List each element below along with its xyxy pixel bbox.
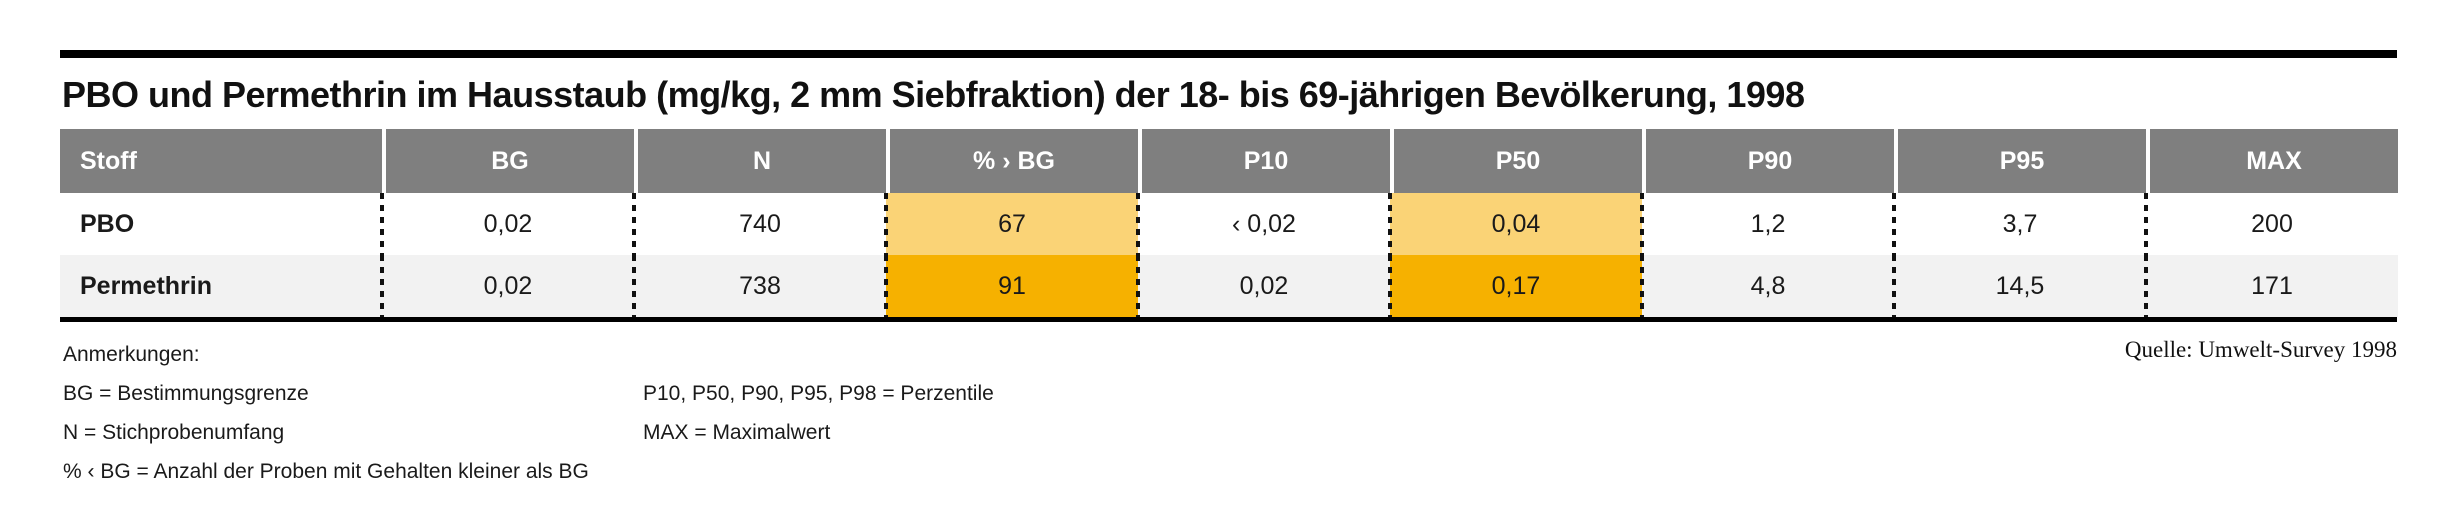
col-header-p90: P90 [1642,129,1894,194]
cell-permethrin-pct-bg: 91 [884,255,1138,318]
table-row-permethrin: Permethrin 0,02 738 91 0,02 0,17 4,8 14,… [60,255,2398,318]
cell-pbo-max: 200 [2144,193,2398,256]
cell-pbo-p95: 3,7 [1892,193,2146,256]
source-note: Quelle: Umwelt-Survey 1998 [2124,337,2397,363]
notes-section: Anmerkungen: BG = Bestimmungsgrenze N = … [60,335,2397,510]
note-n-definition: N = Stichprobenumfang [63,421,285,445]
col-header-p50: P50 [1390,129,1642,194]
col-header-n: N [634,129,886,194]
cell-pbo-p50: 0,04 [1388,193,1642,256]
note-max-definition: MAX = Maximalwert [643,421,831,445]
col-header-p95: P95 [1894,129,2146,194]
col-header-bg: BG [382,129,634,194]
note-pct-definition: % ‹ BG = Anzahl der Proben mit Gehalten … [63,460,589,484]
cell-permethrin-n: 738 [632,255,886,318]
cell-pbo-pct-bg: 67 [884,193,1138,256]
cell-permethrin-p90: 4,8 [1640,255,1894,318]
col-header-max: MAX [2146,129,2398,194]
statistics-table: Stoff BG N % › BG P10 P50 P90 P95 MAX PB… [60,129,2398,318]
cell-permethrin-stoff: Permethrin [60,255,382,318]
col-header-p10: P10 [1138,129,1390,194]
notes-middle-column: P10, P50, P90, P95, P98 = Perzentile MAX… [643,374,994,452]
figure-title: PBO und Permethrin im Hausstaub (mg/kg, … [62,74,1805,115]
notes-heading: Anmerkungen: [63,343,200,367]
col-header-pct-bg: % › BG [886,129,1138,194]
notes-left-column: Anmerkungen: BG = Bestimmungsgrenze N = … [63,335,589,491]
cell-pbo-stoff: PBO [80,209,135,238]
cell-pbo-n: 740 [632,193,886,256]
bottom-rule [60,317,2397,323]
note-bg-definition: BG = Bestimmungsgrenze [63,382,309,406]
table-row-pbo: PBO 0,02 740 67 ‹ 0,02 0,04 1,2 3,7 200 [60,193,2398,256]
cell-permethrin-p10: 0,02 [1136,255,1390,318]
note-percentiles-definition: P10, P50, P90, P95, P98 = Perzentile [643,382,994,406]
cell-permethrin-max: 171 [2144,255,2398,318]
cell-permethrin-p50: 0,17 [1388,255,1642,318]
cell-permethrin-p95: 14,5 [1892,255,2146,318]
cell-pbo-p90: 1,2 [1640,193,1894,256]
cell-pbo-p10: ‹ 0,02 [1136,193,1390,256]
cell-pbo-bg: 0,02 [380,193,634,256]
top-rule [60,50,2397,58]
col-header-stoff: Stoff [60,129,382,194]
cell-permethrin-bg: 0,02 [380,255,634,318]
header-row: Stoff BG N % › BG P10 P50 P90 P95 MAX [60,129,2398,194]
report-figure: PBO und Permethrin im Hausstaub (mg/kg, … [0,50,2457,526]
